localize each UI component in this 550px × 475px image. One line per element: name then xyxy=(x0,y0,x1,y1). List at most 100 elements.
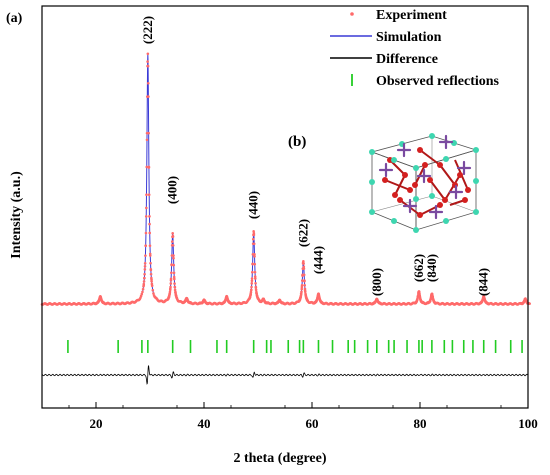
experiment-point xyxy=(147,165,151,169)
experiment-point xyxy=(170,240,174,243)
x-tick-label: 40 xyxy=(198,416,211,431)
experiment-point xyxy=(170,271,173,275)
experiment-point xyxy=(300,284,304,287)
experiment-point xyxy=(207,302,210,305)
experiment-point xyxy=(282,302,286,305)
panel-label-b: (b) xyxy=(288,134,306,150)
experiment-point xyxy=(252,230,255,233)
experiment-point xyxy=(421,301,425,305)
experiment-point xyxy=(141,287,145,291)
x-tick-label: 60 xyxy=(306,416,319,431)
experiment-point xyxy=(146,52,150,56)
experiment-point xyxy=(171,235,175,239)
experiment-point xyxy=(229,301,233,305)
experiment-point xyxy=(145,206,148,210)
experiment-point xyxy=(169,277,173,281)
peak-label: (840) xyxy=(424,254,439,282)
experiment-point xyxy=(172,254,175,257)
peak-label: (440) xyxy=(246,191,261,219)
experiment-point xyxy=(266,301,270,305)
experiment-point xyxy=(140,292,144,296)
experiment-point xyxy=(172,271,176,275)
crystal-structure-inset xyxy=(369,133,479,233)
experiment-point xyxy=(147,131,150,135)
experiment-point xyxy=(144,244,147,248)
experiment-point xyxy=(142,282,146,286)
experiment-point xyxy=(147,193,151,196)
experiment-point xyxy=(172,275,176,279)
experiment-point xyxy=(168,290,172,294)
experiment-point xyxy=(303,290,307,294)
experiment-point xyxy=(249,288,253,292)
experiment-point xyxy=(144,215,148,218)
experiment-point xyxy=(141,290,144,294)
experiment-point xyxy=(299,292,303,296)
experiment-point xyxy=(143,264,147,268)
experiment-point xyxy=(143,272,146,276)
legend-label: Experiment xyxy=(376,8,447,23)
experiment-point xyxy=(303,279,306,282)
experiment-point xyxy=(300,279,304,282)
experiment-point xyxy=(143,262,147,265)
experiment-point xyxy=(486,302,490,305)
experiment-point xyxy=(149,267,153,271)
experiment-point xyxy=(253,270,257,274)
experiment-point xyxy=(252,233,256,237)
experiment-point xyxy=(142,284,145,288)
experiment-point xyxy=(169,282,173,285)
experiment-point xyxy=(142,280,146,283)
experiment-point xyxy=(254,277,257,280)
experiment-point xyxy=(150,276,153,280)
experiment-point xyxy=(170,263,173,267)
experiment-point xyxy=(434,301,438,305)
experiment-point xyxy=(171,244,175,247)
experiment-point xyxy=(250,277,254,280)
experiment-point xyxy=(145,138,149,142)
experiment-point xyxy=(300,287,304,291)
experiment-point xyxy=(173,288,177,292)
experiment-point xyxy=(150,279,153,283)
experiment-point xyxy=(249,290,253,294)
experiment-point xyxy=(149,272,153,276)
experiment-point xyxy=(302,273,306,277)
series-simulation xyxy=(42,53,529,305)
experiment-point xyxy=(143,268,147,271)
experiment-point xyxy=(144,231,148,235)
experiment-point xyxy=(302,260,305,263)
experiment-point xyxy=(253,253,256,256)
experiment-point xyxy=(251,270,254,274)
experiment-point xyxy=(254,288,258,292)
legend-label: Observed reflections xyxy=(376,74,500,89)
legend-label: Simulation xyxy=(376,30,442,45)
series-experiment xyxy=(40,52,531,306)
experiment-point xyxy=(189,301,193,305)
experiment-point xyxy=(173,282,176,285)
experiment-point xyxy=(251,237,255,241)
experiment-point xyxy=(250,282,254,285)
experiment-point xyxy=(321,301,325,305)
experiment-point xyxy=(254,281,257,285)
experiment-point xyxy=(303,284,307,287)
series-observed-reflections xyxy=(67,340,523,353)
experiment-point xyxy=(152,292,155,295)
experiment-point xyxy=(251,262,254,266)
panel-label-a: (a) xyxy=(6,11,23,26)
axes: 20 40 60 80 100 xyxy=(41,5,538,431)
experiment-point xyxy=(168,288,172,292)
experiment-point xyxy=(169,285,172,289)
experiment-point xyxy=(253,255,256,258)
x-tick-label: 20 xyxy=(90,416,103,431)
legend-marker-experiment xyxy=(350,12,354,16)
x-tick-label: 80 xyxy=(414,416,427,431)
peak-label: (844) xyxy=(476,268,491,296)
peak-label: (800) xyxy=(369,268,384,296)
experiment-point xyxy=(306,299,309,303)
experiment-point xyxy=(148,222,151,226)
experiment-point xyxy=(253,262,257,266)
experiment-point xyxy=(145,165,149,169)
experiment-point xyxy=(146,64,150,68)
experiment-point xyxy=(147,95,150,98)
experiment-point xyxy=(172,256,175,260)
experiment-point xyxy=(300,290,303,294)
